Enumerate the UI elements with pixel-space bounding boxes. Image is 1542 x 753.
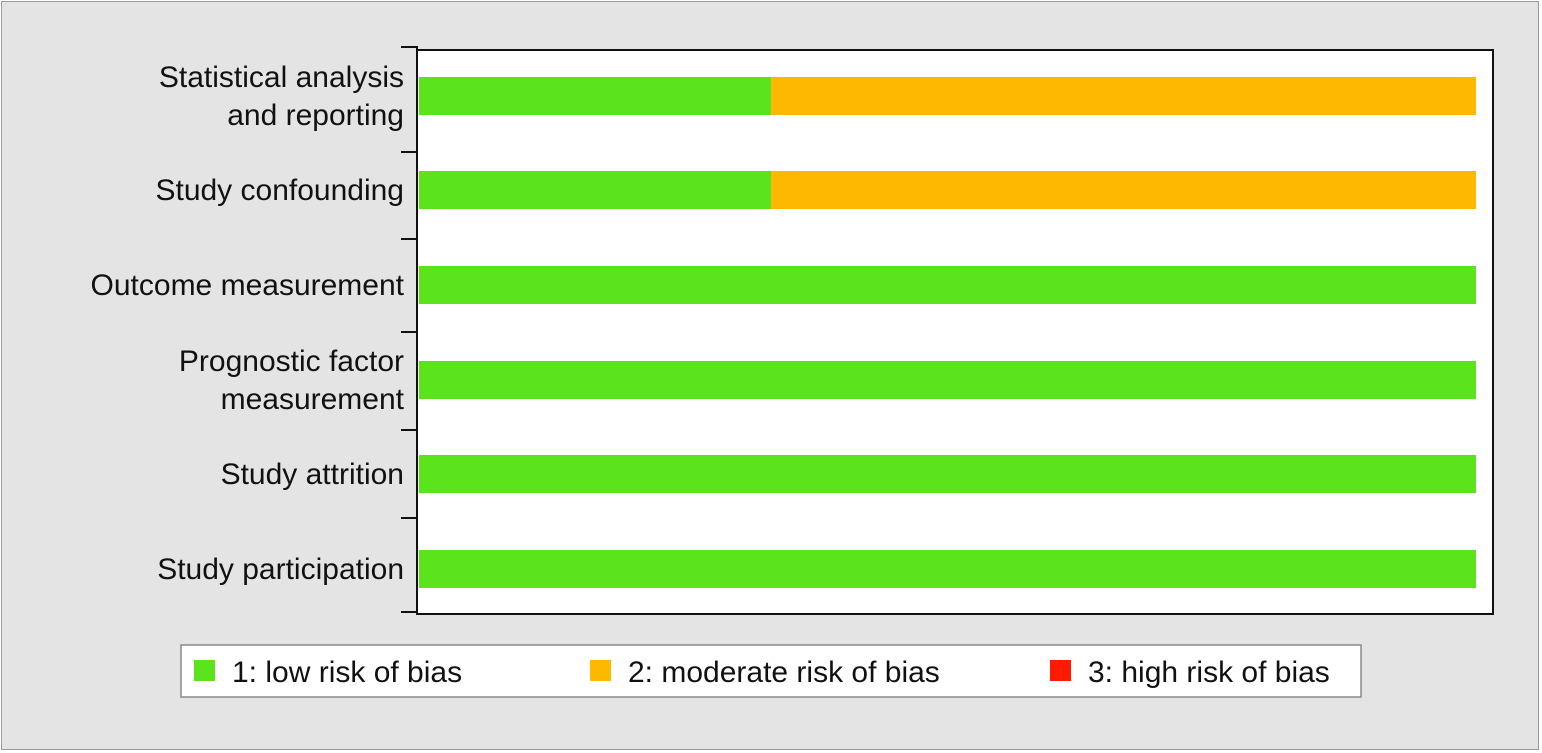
bar-row-5-series-0	[419, 550, 1476, 588]
category-label-3: Prognostic factor measurement	[179, 345, 405, 416]
legend: 1: low risk of bias 2: moderate risk of b…	[194, 656, 1330, 689]
y-axis-ticks	[401, 46, 418, 614]
category-label-4: Study attrition	[221, 458, 404, 491]
bar-row-0-series-0	[419, 77, 771, 115]
plot-area	[416, 49, 1494, 615]
bar-row-0-series-1	[770, 77, 1476, 115]
category-labels: Statistical analysis and reporting Study c…	[91, 61, 405, 586]
bar-row-1-series-1	[770, 171, 1476, 209]
category-label-2: Outcome measurement	[91, 269, 405, 302]
bar-row-4-series-0	[419, 455, 1476, 493]
legend-swatch-0	[194, 660, 215, 681]
bar-row-3-series-0	[419, 361, 1476, 399]
legend-swatch-2	[1050, 660, 1071, 681]
bar-row-2-series-0	[419, 266, 1476, 304]
category-label-5: Study participation	[157, 553, 404, 586]
legend-label-2: 3: high risk of bias	[1088, 656, 1330, 689]
category-label-1: Study confounding	[155, 174, 404, 207]
category-label-0: Statistical analysis and reporting	[159, 61, 404, 132]
legend-label-0: 1: low risk of bias	[232, 656, 462, 689]
legend-swatch-1	[590, 660, 611, 681]
bars	[419, 77, 1476, 588]
legend-label-1: 2: moderate risk of bias	[628, 656, 940, 689]
legend-box	[180, 644, 1362, 698]
bar-row-1-series-0	[419, 171, 771, 209]
